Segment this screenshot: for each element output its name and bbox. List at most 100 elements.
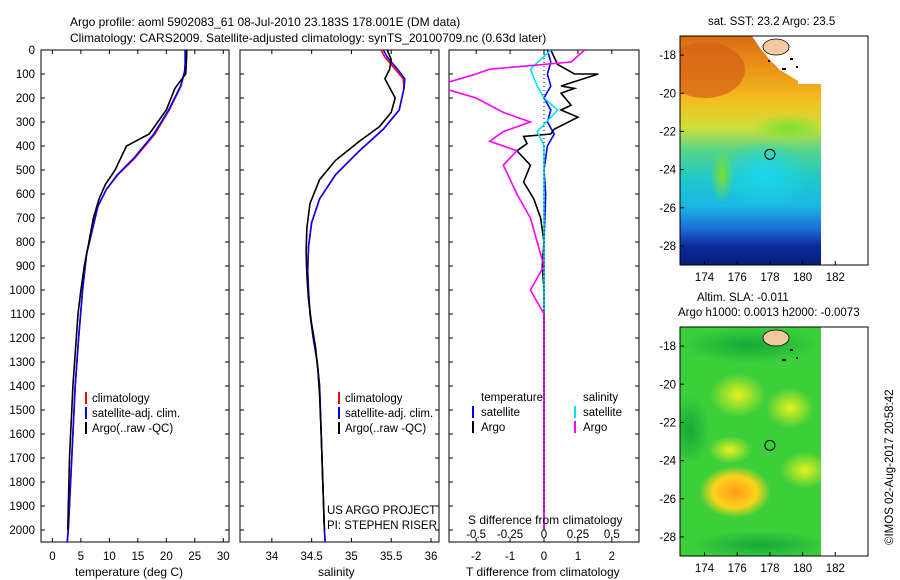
sst-map-title: sat. SST: 23.2 Argo: 23.5 <box>708 16 835 28</box>
temperature-axis-label: temperature (deg C) <box>75 565 183 579</box>
map-x-tick-label: 176 <box>728 272 747 284</box>
sla-low-west <box>680 395 710 465</box>
s-tick-label: 0.25 <box>567 529 589 541</box>
map-x-tick-label: 174 <box>695 272 715 284</box>
depth-tick-label: 1000 <box>9 285 35 297</box>
project-annotation-line-1: US ARGO PROJECT <box>327 505 436 517</box>
map-y-tick-label: -22 <box>659 417 676 429</box>
depth-tick-label: 1400 <box>9 381 35 393</box>
map-y-tick-label: -24 <box>659 456 676 468</box>
sla-map-subtitle: Argo h1000: 0.0013 h2000: -0.0073 <box>678 307 860 319</box>
sla-high-1 <box>710 373 766 417</box>
legend-label-satellite-s: satellite <box>583 407 622 419</box>
sla-high-2 <box>766 388 814 428</box>
map-x-tick-label: 178 <box>760 563 779 575</box>
map-y-tick-label: -22 <box>659 126 676 138</box>
x-tick-label: 36 <box>425 551 438 563</box>
argo-position-marker <box>764 439 776 451</box>
map-y-tick-label: -24 <box>659 165 676 177</box>
depth-tick-label: 800 <box>16 237 35 249</box>
depth-tick-label: 1500 <box>9 405 35 417</box>
map-y-tick-label: -26 <box>659 494 676 506</box>
depth-tick-label: 1800 <box>9 477 35 489</box>
depth-tick-label: 2000 <box>9 525 35 537</box>
x-tick-label: -1 <box>505 551 515 563</box>
legend-label-climatology: climatology <box>345 393 403 405</box>
sla-map <box>680 327 821 556</box>
depth-tick-label: 1200 <box>9 333 35 345</box>
t-difference-axis-label: T difference from climatology <box>466 565 620 579</box>
depth-tick-label: 600 <box>16 189 35 201</box>
sla-hot-spot <box>699 466 771 518</box>
map-x-tick-label: 180 <box>793 563 812 575</box>
x-tick-label: 30 <box>217 551 230 563</box>
s-difference-axis-label: S difference from climatology <box>468 513 623 527</box>
salinity-legend: climatology satellite-adj. clim. Argo(..… <box>338 392 433 435</box>
sst-island-icon <box>762 38 790 56</box>
salinity-series <box>305 50 406 542</box>
legend-label-satellite: satellite-adj. clim. <box>92 408 180 420</box>
copyright-stamp: ©IMOS 02-Aug-2017 20:58:42 <box>884 389 896 545</box>
x-tick-label: 5 <box>78 551 84 563</box>
series-line-climatology <box>66 50 187 542</box>
salinity-plot-frame <box>239 49 440 543</box>
depth-tick-label: 1100 <box>10 309 35 321</box>
map-y-tick-label: -18 <box>659 341 676 353</box>
legend-label-argo: Argo(..raw -QC) <box>345 423 426 435</box>
sla-island-icon <box>762 329 790 347</box>
sla-map-frame <box>679 326 869 557</box>
legend-header-temperature: temperature <box>481 392 543 404</box>
map-x-tick-label: 178 <box>760 272 779 284</box>
series-line-satellite-adj-clim- <box>66 50 186 542</box>
map-y-tick-label: -20 <box>659 88 676 100</box>
sst-green-tongue <box>710 147 734 203</box>
salinity-axis-label: salinity <box>318 565 355 579</box>
x-tick-label: 15 <box>131 551 144 563</box>
s-tick-label: -0.25 <box>497 529 523 541</box>
map-y-tick-label: -28 <box>659 241 676 253</box>
series-line-argo-raw-qc- <box>67 50 188 531</box>
map-x-tick-label: 174 <box>695 563 715 575</box>
argo-position-marker <box>764 148 776 160</box>
x-axes: 0 5 10 15 20 25 30 34 34.5 35 35.5 36 -2 -1 0 1 2 -0.5 -0.… <box>49 50 620 563</box>
legend-label-satellite-t: satellite <box>481 407 520 419</box>
x-tick-label: 1 <box>575 551 581 563</box>
sla-map-title: Altim. SLA: -0.011 <box>697 292 789 304</box>
x-tick-label: 34.5 <box>300 551 322 563</box>
x-tick-label: 34 <box>265 551 278 563</box>
depth-tick-label: 200 <box>16 93 35 105</box>
legend-label-satellite: satellite-adj. clim. <box>345 408 433 420</box>
sst-green-band <box>752 114 821 142</box>
difference-legend: temperature salinity satellite Argo sate… <box>472 392 622 434</box>
x-tick-label: 0 <box>541 551 547 563</box>
legend-label-argo-s: Argo <box>583 422 607 434</box>
x-tick-label: -2 <box>471 551 481 563</box>
depth-tick-label: 1900 <box>9 501 35 513</box>
s-tick-label: 0.5 <box>604 529 620 541</box>
difference-series <box>449 50 599 530</box>
header-line-2: Climatology: CARS2009. Satellite-adjuste… <box>70 31 546 45</box>
depth-tick-label: 0 <box>29 45 35 57</box>
series-line-argo-raw-qc- <box>305 50 397 531</box>
x-tick-label: 25 <box>188 551 201 563</box>
s-tick-label: 0 <box>541 529 547 541</box>
map-x-tick-label: 182 <box>826 563 845 575</box>
legend-label-climatology: climatology <box>92 393 150 405</box>
sla-low-band <box>680 327 820 363</box>
s-tick-label: -0.5 <box>466 529 486 541</box>
map-x-tick-label: 176 <box>728 563 747 575</box>
legend-label-argo-t: Argo <box>481 422 505 434</box>
depth-tick-label: 100 <box>16 69 35 81</box>
x-tick-label: 20 <box>160 551 173 563</box>
sla-south-band <box>690 531 821 556</box>
temperature-legend: climatology satellite-adj. clim. Argo(..… <box>85 392 180 435</box>
depth-tick-label: 900 <box>16 261 35 273</box>
header-line-1: Argo profile: aoml 5902083_61 08-Jul-201… <box>70 15 460 29</box>
sla-high-4 <box>780 452 821 488</box>
map-x-tick-label: 182 <box>826 272 845 284</box>
depth-tick-label: 400 <box>16 141 35 153</box>
sst-map-axes: 174 176 178 180 182 -18 -20 -22 -24 -26 -28 <box>659 50 845 284</box>
map-y-tick-label: -28 <box>659 532 676 544</box>
x-tick-label: 0 <box>49 551 55 563</box>
